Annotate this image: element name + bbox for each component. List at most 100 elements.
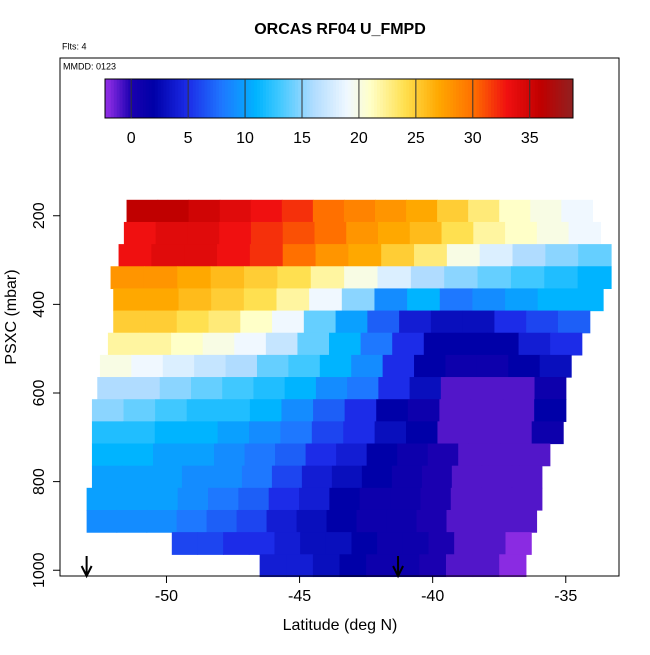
heat-cell <box>423 332 456 356</box>
heat-cell <box>265 332 299 356</box>
y-tick-label: 1000 <box>31 552 48 588</box>
heat-cell <box>280 421 313 445</box>
heat-cell <box>526 310 559 334</box>
heat-cell <box>147 487 179 511</box>
colorbar-cell <box>450 79 454 118</box>
colorbar-cell <box>394 79 398 118</box>
heat-cell <box>451 465 483 489</box>
colorbar-cell <box>260 79 264 118</box>
heat-cell <box>440 377 473 400</box>
colorbar-cell <box>458 79 463 118</box>
colorbar-cell <box>286 79 290 118</box>
colorbar-tick-label: 10 <box>236 130 254 147</box>
heat-cell <box>570 288 604 312</box>
heat-cell <box>444 266 479 290</box>
x-tick-label: -45 <box>288 588 311 605</box>
heat-cell <box>97 377 130 400</box>
heat-cell <box>510 266 545 290</box>
colorbar-cell <box>295 79 299 118</box>
colorbar-cell <box>251 79 255 118</box>
heat-cell <box>410 266 445 290</box>
heat-cell <box>351 532 378 555</box>
colorbar-cell <box>494 79 498 118</box>
colorbar-cell <box>482 79 486 118</box>
heat-cell <box>218 399 251 422</box>
colorbar-cell <box>105 79 109 118</box>
heat-cell <box>187 221 220 245</box>
heat-cell <box>470 399 504 422</box>
colorbar-cell <box>368 79 372 118</box>
heat-cell <box>502 399 535 422</box>
colorbar-cell <box>128 79 132 118</box>
colorbar-cell <box>330 79 334 118</box>
heat-cell <box>222 377 255 400</box>
colorbar-cell <box>166 79 170 118</box>
heat-cell <box>272 310 305 334</box>
heat-cell <box>159 377 192 400</box>
heat-cell <box>225 354 258 378</box>
heat-cell <box>300 532 327 555</box>
colorbar-cell <box>397 79 401 118</box>
heat-cell <box>139 332 172 356</box>
colorbar-cell <box>534 79 539 118</box>
heat-cell <box>468 199 500 223</box>
heat-cell <box>455 332 488 356</box>
colorbar-cell <box>526 79 530 118</box>
heat-cell <box>217 421 250 445</box>
heat-cell <box>113 288 147 312</box>
heat-cell <box>378 377 411 400</box>
heat-cell <box>550 332 583 356</box>
heat-cell <box>107 332 141 356</box>
heat-cell <box>392 332 425 356</box>
heat-cell <box>146 509 178 533</box>
heat-cell <box>530 199 562 223</box>
colorbar-cell <box>537 79 542 118</box>
heat-cell <box>343 421 376 445</box>
heat-cell <box>367 310 400 334</box>
heat-cell <box>494 310 527 334</box>
colorbar-cell <box>344 79 349 118</box>
colorbar-cell <box>271 79 276 118</box>
colorbar-cell <box>420 79 425 118</box>
heat-cell <box>366 554 394 578</box>
colorbar-cell <box>183 79 188 118</box>
colorbar-cell <box>131 79 135 118</box>
heat-cell <box>557 310 591 334</box>
heat-cell <box>211 288 245 312</box>
colorbar-cell <box>298 79 302 118</box>
heat-cell <box>374 288 408 312</box>
y-tick-label: 600 <box>31 380 48 407</box>
heat-cell <box>303 310 337 334</box>
heat-cell <box>414 354 447 378</box>
heat-cell <box>326 509 358 533</box>
heat-cell <box>128 377 161 400</box>
colorbar-cell <box>499 79 504 118</box>
heat-cell <box>356 509 388 533</box>
colorbar-cell <box>163 79 167 118</box>
colorbar-cell <box>324 79 328 118</box>
x-tick-label: -50 <box>155 588 178 605</box>
heat-cell <box>315 244 349 267</box>
heat-cell <box>217 244 251 267</box>
colorbar-cell <box>151 79 156 118</box>
y-tick-label: 400 <box>31 291 48 318</box>
heat-cell <box>454 532 481 555</box>
heat-cell <box>531 421 564 445</box>
heat-cell <box>361 465 393 489</box>
colorbar-cell <box>207 79 211 118</box>
colorbar-cell <box>201 79 205 118</box>
colorbar-cell <box>268 79 273 118</box>
colorbar-cell <box>178 79 182 118</box>
colorbar-cell <box>385 79 390 118</box>
heat-cell <box>539 354 572 378</box>
heat-cell <box>282 221 316 245</box>
colorbar-frame <box>104 78 574 119</box>
colorbar-cell <box>333 79 337 118</box>
arrow <box>392 556 404 579</box>
colorbar-cell <box>479 79 483 118</box>
colorbar-cell <box>312 79 317 118</box>
colorbar-cell <box>125 79 129 118</box>
heat-cell <box>476 509 508 533</box>
colorbar-cell <box>441 79 445 118</box>
heat-cell <box>476 354 509 378</box>
